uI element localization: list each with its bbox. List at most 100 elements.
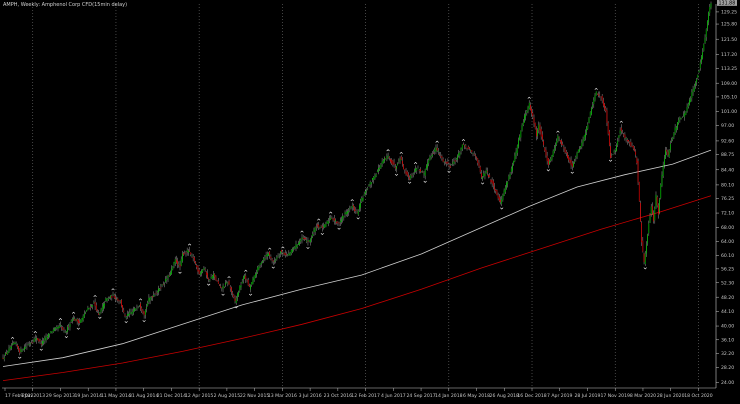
candle-bull — [173, 261, 175, 266]
candle-bear — [190, 252, 192, 255]
y-tick-label: 52.30 — [721, 280, 734, 286]
candle-bull — [132, 310, 134, 313]
candle-bear — [629, 142, 631, 144]
candle-bull — [703, 44, 705, 51]
candle-bear — [403, 164, 405, 170]
candle-bear — [247, 279, 249, 286]
candle-bear — [632, 145, 634, 149]
candle-bear — [270, 256, 272, 259]
candle-bear — [196, 265, 198, 268]
x-tick-label: 14 Jan 2018 — [435, 393, 463, 399]
candle-bull — [99, 312, 101, 315]
x-tick-label: 31 Aug 2014 — [129, 393, 159, 399]
candle-bull — [131, 311, 133, 315]
candle-bull — [8, 348, 10, 353]
candle-bear — [496, 190, 498, 196]
candle-bear — [400, 156, 402, 160]
fractal-down-marker — [337, 227, 341, 230]
candle-bear — [245, 275, 247, 280]
y-tick-label: 117.20 — [721, 52, 737, 58]
y-tick-label: 40.00 — [721, 324, 734, 330]
candle-bear — [121, 299, 122, 307]
candle-bear — [111, 296, 113, 298]
candle-bull — [244, 275, 245, 278]
candle-bull — [374, 175, 376, 179]
candle-bear — [635, 151, 637, 155]
candle-bull — [263, 258, 265, 261]
candle-bull — [116, 298, 117, 300]
candle-bull — [414, 171, 415, 173]
candle-bull — [178, 263, 180, 265]
candle-bull — [107, 297, 109, 299]
fractal-down-marker — [608, 159, 613, 162]
candle-bear — [217, 281, 219, 284]
candle-bull — [45, 336, 47, 341]
candle-bull — [58, 325, 60, 329]
candle-bull — [49, 333, 51, 335]
candle-bull — [384, 158, 385, 162]
candle-bull — [709, 6, 711, 13]
candle-bull — [556, 140, 558, 145]
candle-bull — [697, 74, 699, 78]
candle-bull — [585, 133, 586, 138]
candle-bear — [232, 292, 233, 294]
fractal-down-marker — [18, 356, 22, 359]
candle-bull — [451, 164, 452, 165]
candle-bear — [488, 174, 489, 178]
y-tick-label: 60.10 — [721, 253, 734, 259]
candle-bull — [51, 331, 53, 333]
candle-bear — [284, 253, 286, 256]
fractal-down-marker — [447, 170, 451, 173]
candle-bull — [595, 91, 597, 96]
candle-bear — [478, 162, 480, 167]
candle-bear — [2, 357, 4, 360]
candle-bear — [19, 349, 21, 353]
candle-bull — [292, 249, 293, 252]
y-tick-label: 88.75 — [721, 152, 734, 158]
candle-bear — [449, 166, 451, 168]
candle-bull — [311, 236, 312, 239]
candle-bear — [532, 112, 534, 117]
candle-bull — [66, 331, 67, 333]
candle-bear — [32, 341, 34, 343]
candle-bull — [417, 168, 419, 169]
fractal-up-marker — [461, 138, 466, 142]
candle-bull — [275, 259, 277, 261]
candle-bull — [257, 267, 259, 273]
candle-bull — [375, 174, 377, 177]
candle-bear — [405, 170, 407, 175]
candle-bull — [83, 313, 85, 317]
candle-bull — [52, 329, 54, 332]
candle-bear — [558, 137, 560, 138]
candle-bear — [408, 174, 409, 177]
candle-bull — [335, 220, 336, 222]
candle-bear — [495, 189, 497, 192]
fractal-up-marker — [268, 247, 272, 250]
candle-bear — [315, 226, 317, 228]
candle-bull — [654, 208, 656, 221]
candle-bear — [336, 221, 338, 224]
candle-bear — [492, 181, 494, 186]
candle-bear — [304, 237, 305, 240]
candle-bear — [94, 302, 96, 307]
y-tick-label: 28.20 — [721, 365, 734, 371]
candle-bear — [95, 305, 97, 311]
fractal-down-marker — [546, 169, 550, 172]
candle-bull — [673, 133, 675, 137]
candle-bull — [520, 130, 522, 138]
fractal-down-marker — [408, 181, 412, 184]
candle-bull — [369, 181, 371, 185]
candle-bull — [504, 187, 506, 192]
fractal-down-marker — [234, 306, 238, 309]
candle-bull — [129, 312, 131, 315]
candle-bull — [452, 162, 454, 164]
candle-bear — [533, 117, 535, 124]
candle-bull — [429, 156, 431, 161]
candle-bear — [18, 346, 19, 350]
fractal-up-marker — [556, 130, 560, 133]
fractal-down-marker — [248, 293, 253, 296]
candle-bull — [64, 331, 66, 333]
candle-bear — [567, 153, 568, 159]
